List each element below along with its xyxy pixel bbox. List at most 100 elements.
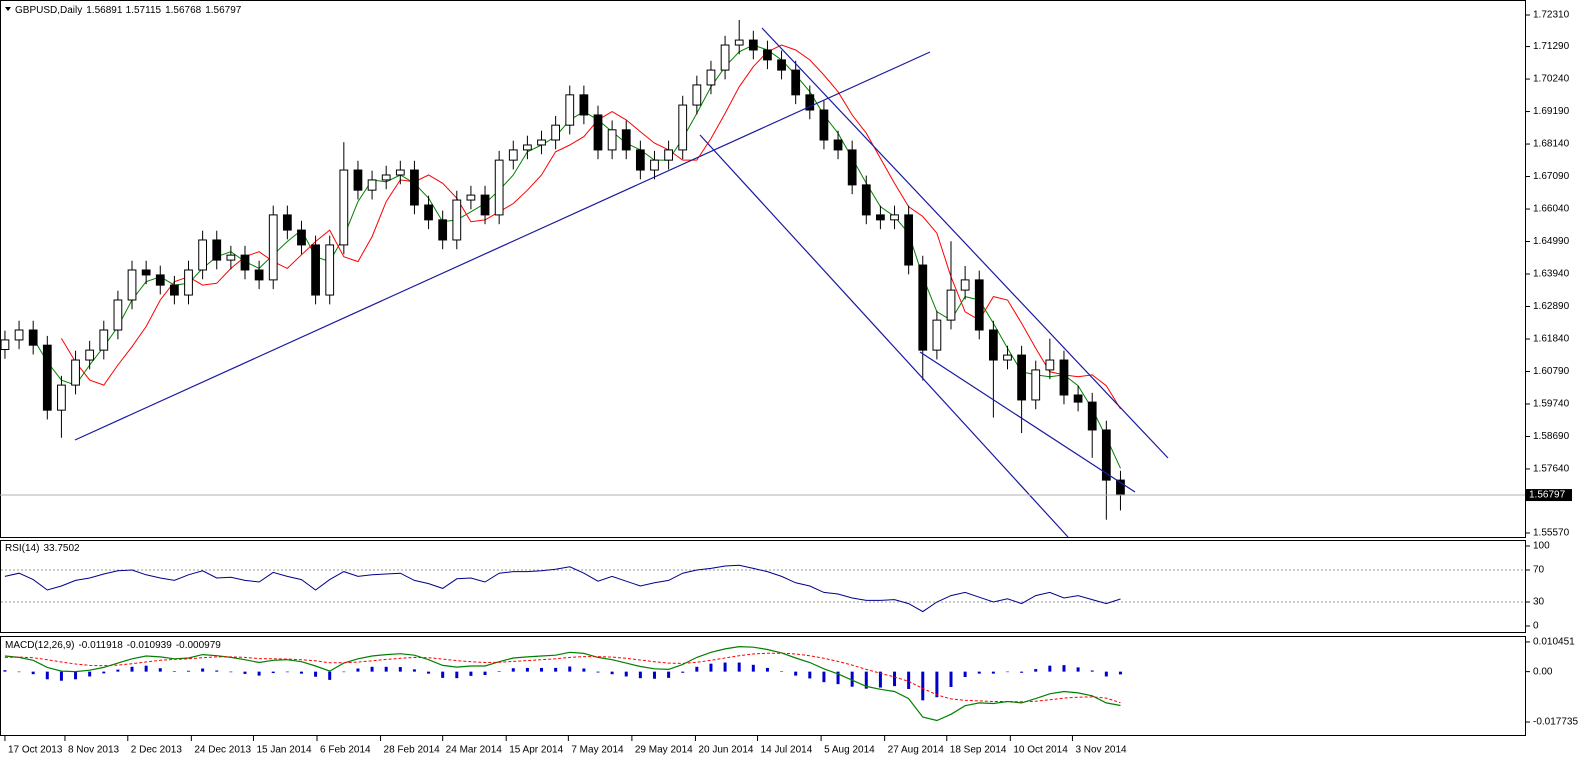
candle-body bbox=[579, 94, 589, 116]
trend-line bbox=[74, 51, 931, 441]
candle-body bbox=[537, 139, 546, 146]
macd-title: MACD(12,26,9) bbox=[5, 640, 74, 651]
candle-body bbox=[960, 279, 970, 291]
candle-body bbox=[932, 319, 942, 351]
candle-body bbox=[593, 114, 603, 151]
y-tick-label: 1.58690 bbox=[1533, 431, 1570, 442]
macd-line bbox=[4, 645, 1121, 722]
candle-body bbox=[297, 229, 306, 246]
histogram-bar bbox=[158, 668, 162, 672]
histogram-bar bbox=[1104, 671, 1108, 677]
histogram-bar bbox=[681, 671, 685, 673]
y-tick-label: 1.55570 bbox=[1533, 528, 1570, 539]
histogram-bar bbox=[991, 671, 995, 674]
rsi-line bbox=[4, 564, 1121, 613]
histogram-bar bbox=[977, 671, 981, 674]
quote: 1.57115 bbox=[126, 5, 162, 16]
menu-triangle bbox=[5, 7, 11, 11]
chart-header: GBPUSD,Daily 1.56891 1.57115 1.56768 1.56797 bbox=[15, 5, 242, 16]
candle-body bbox=[28, 329, 38, 346]
histogram-bar bbox=[568, 666, 572, 672]
histogram-bar bbox=[285, 671, 289, 673]
histogram-bar bbox=[116, 669, 120, 672]
histogram-bar bbox=[31, 671, 35, 675]
y-tick-label: 0.00 bbox=[1533, 666, 1553, 677]
histogram-bar bbox=[59, 671, 63, 681]
signal-line bbox=[4, 652, 1121, 704]
histogram-bar bbox=[540, 667, 544, 672]
y-tick-label: 100 bbox=[1533, 541, 1550, 552]
y-tick-label: 1.60790 bbox=[1533, 366, 1570, 377]
candle-body bbox=[988, 329, 998, 361]
histogram-bar bbox=[257, 671, 261, 676]
candle-body bbox=[466, 194, 476, 201]
histogram-bar bbox=[554, 667, 558, 672]
candle-body bbox=[1059, 359, 1069, 396]
histogram-bar bbox=[850, 671, 854, 687]
candle-body bbox=[0, 339, 10, 351]
x-tick-label: 15 Apr 2014 bbox=[509, 745, 563, 756]
candle-body bbox=[847, 149, 857, 186]
y-tick-label: 1.64990 bbox=[1533, 236, 1570, 247]
histogram-bar bbox=[610, 671, 614, 675]
candle-body bbox=[692, 84, 702, 106]
histogram-bar bbox=[370, 666, 374, 672]
histogram-bar bbox=[130, 666, 134, 672]
candle-body bbox=[198, 239, 208, 271]
histogram-bar bbox=[356, 668, 360, 672]
histogram-bar bbox=[907, 671, 911, 689]
histogram-bar bbox=[187, 670, 191, 672]
candle-body bbox=[777, 59, 786, 71]
candle-body bbox=[861, 184, 871, 216]
x-tick-label: 7 May 2014 bbox=[571, 745, 624, 756]
histogram-bar bbox=[455, 671, 459, 679]
x-tick-label: 8 Nov 2013 bbox=[68, 745, 120, 756]
candle-body bbox=[113, 299, 123, 331]
candle-body bbox=[226, 254, 236, 261]
candle-body bbox=[904, 214, 914, 266]
candle-body bbox=[155, 274, 165, 286]
histogram-bar bbox=[229, 671, 233, 673]
candle-body bbox=[452, 199, 462, 241]
main-panel bbox=[0, 0, 1526, 538]
histogram-bar bbox=[949, 671, 953, 687]
candle-body bbox=[748, 39, 758, 51]
y-tick-label: 70 bbox=[1533, 565, 1545, 576]
x-tick-label: 18 Sep 2014 bbox=[950, 745, 1007, 756]
candle-body bbox=[1045, 359, 1055, 371]
marks bbox=[0, 19, 1525, 722]
price-label-box bbox=[1526, 489, 1572, 502]
histogram-bar bbox=[342, 671, 346, 673]
macd-panel bbox=[0, 636, 1526, 736]
histogram-bar bbox=[709, 663, 713, 672]
candle-body bbox=[635, 149, 645, 171]
x-tick-label: 5 Aug 2014 bbox=[824, 745, 875, 756]
y-tick-label: 30 bbox=[1533, 597, 1545, 608]
x-tick-label: 17 Oct 2013 bbox=[8, 745, 63, 756]
macd-current: -0.011918 bbox=[78, 640, 123, 651]
histogram-bar bbox=[893, 671, 897, 687]
histogram-bar bbox=[765, 667, 769, 672]
histogram-bar bbox=[243, 671, 247, 674]
histogram-bar bbox=[737, 662, 741, 672]
trend-line bbox=[761, 27, 1169, 459]
histogram-bar bbox=[864, 671, 868, 689]
candle-body bbox=[42, 344, 52, 411]
trend-line bbox=[919, 351, 1136, 493]
candle-body bbox=[14, 329, 24, 341]
x-tick-label: 20 Jun 2014 bbox=[698, 745, 753, 756]
histogram-bar bbox=[427, 671, 431, 674]
y-tick-label: 1.67090 bbox=[1533, 171, 1570, 182]
histogram-bar bbox=[652, 671, 656, 679]
histogram-bar bbox=[215, 670, 219, 672]
histogram-bar bbox=[751, 664, 755, 672]
candle-body bbox=[946, 289, 956, 321]
y-tick-label: 1.70240 bbox=[1533, 74, 1570, 85]
candle-body bbox=[734, 39, 744, 46]
candle-body bbox=[254, 269, 264, 281]
histogram-bar bbox=[667, 671, 671, 678]
candle-body bbox=[71, 359, 80, 386]
candle-body bbox=[480, 194, 490, 216]
